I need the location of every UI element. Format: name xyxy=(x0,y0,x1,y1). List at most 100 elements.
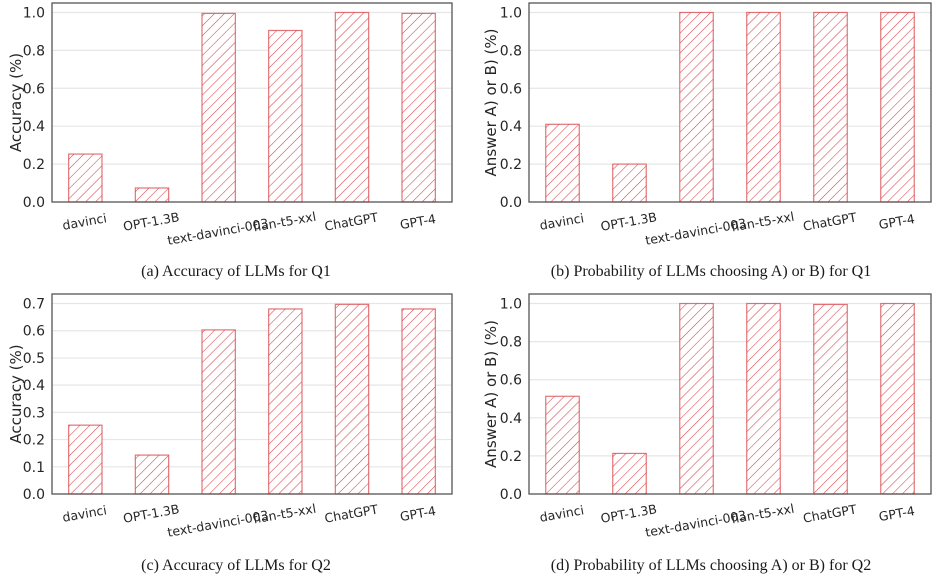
panel-c-accuracy-q2: 0.0 0.1 0.2 0.3 0.4 0.5 0.6 0.7 davinci OPT-1.3B… xyxy=(7,293,453,574)
y-tick-label: 0.3 xyxy=(23,405,45,421)
panel-a-accuracy-q1: 0.0 0.2 0.4 0.6 0.8 1.0 davinci OPT-1.3Btext-d… xyxy=(7,2,453,280)
bar-davinci xyxy=(68,424,103,495)
x-tick-label: flan-t5-xxl xyxy=(252,209,317,235)
plot-frame xyxy=(528,293,932,495)
x-tick-label: GPT-4 xyxy=(878,211,916,232)
x-tick-label: ChatGPT xyxy=(323,209,379,233)
y-tick-label: 0.6 xyxy=(23,81,45,97)
x-tick-label: flan-t5-xxl xyxy=(252,501,317,527)
y-tick-label: 0.5 xyxy=(23,351,45,367)
gridlines xyxy=(52,302,452,468)
caption: (d) Probability of LLMs choosing A) or B… xyxy=(551,557,871,574)
x-tick-label: davinci xyxy=(61,502,108,525)
caption: (b) Probability of LLMs choosing A) or B… xyxy=(551,263,871,280)
y-tick-label: 0.2 xyxy=(23,433,45,449)
plot-frame xyxy=(528,2,932,203)
x-tick-label: OPT-1.3B xyxy=(122,209,181,234)
bar-gpt-4 xyxy=(401,12,436,203)
x-tick-label: GPT-4 xyxy=(399,503,437,524)
y-tick-label: 1.0 xyxy=(500,297,522,313)
x-tick-labels: davinci OPT-1.3Btext-davinci-003flan-t5-x… xyxy=(61,501,437,540)
y-tick-labels: 0.0 0.2 0.4 0.6 0.8 1.0 xyxy=(23,5,45,211)
bars xyxy=(545,11,915,203)
y-tick-label: 0.4 xyxy=(23,119,45,135)
plot-frame xyxy=(51,293,453,495)
x-tick-label: ChatGPT xyxy=(802,501,858,525)
y-tick-labels: 0.0 0.2 0.4 0.6 0.8 1.0 xyxy=(500,5,522,211)
bar-text-davinci-003 xyxy=(679,11,714,203)
x-tick-label: flan-t5-xxl xyxy=(730,501,795,527)
gridlines xyxy=(529,11,931,165)
bars xyxy=(68,303,436,495)
bar-opt-1-3b xyxy=(612,163,647,203)
panel-b-answer-ab-q1: 0.00.20.40.60.81.0 davinci OPT-1.3Btext-d… xyxy=(482,2,932,280)
y-tick-label: 0.2 xyxy=(23,157,45,173)
bar-davinci xyxy=(68,153,103,203)
bar-davinci xyxy=(545,123,580,203)
x-tick-label: OPT-1.3B xyxy=(599,209,658,234)
y-tick-label: 0.0 xyxy=(23,487,45,503)
bar-text-davinci-003 xyxy=(679,302,714,495)
y-axis-label: Accuracy (%) xyxy=(7,53,25,152)
y-tick-label: 0.8 xyxy=(500,335,522,351)
x-tick-label: davinci xyxy=(538,502,585,525)
y-axis-label: Answer A) or B) (%) xyxy=(482,320,500,468)
bar-text-davinci-003 xyxy=(201,329,236,495)
bar-chatgpt xyxy=(334,11,370,203)
y-tick-label: 0.0 xyxy=(23,195,45,211)
x-tick-label: OPT-1.3B xyxy=(122,501,181,526)
x-tick-labels: davinci OPT-1.3Btext-davinci-003flan-t5-x… xyxy=(538,209,915,248)
y-tick-label: 0.4 xyxy=(500,119,522,135)
x-tick-label: GPT-4 xyxy=(878,503,916,524)
x-tick-label: davinci xyxy=(538,210,585,233)
y-tick-label: 0.6 xyxy=(23,324,45,340)
bar-flan-t5-xxl xyxy=(268,29,303,203)
bar-gpt-4 xyxy=(880,11,915,203)
gridlines xyxy=(529,302,931,457)
x-tick-labels: davinci OPT-1.3Btext-davinci-003flan-t5-x… xyxy=(61,209,437,248)
y-tick-label: 0.6 xyxy=(500,373,522,389)
bar-opt-1-3b xyxy=(134,187,170,203)
bar-gpt-4 xyxy=(401,308,436,495)
bar-flan-t5-xxl xyxy=(746,302,781,495)
x-tick-label: ChatGPT xyxy=(802,209,858,233)
y-tick-label: 0.6 xyxy=(500,81,522,97)
bars xyxy=(68,11,436,203)
bar-gpt-4 xyxy=(880,302,915,495)
x-tick-label: flan-t5-xxl xyxy=(730,209,795,235)
bar-davinci xyxy=(545,395,580,495)
bar-opt-1-3b xyxy=(612,452,647,495)
y-tick-label: 0.8 xyxy=(23,43,45,59)
bar-chatgpt xyxy=(813,303,848,495)
y-tick-labels: 0.0 0.1 0.2 0.3 0.4 0.5 0.6 0.7 xyxy=(23,297,45,503)
y-tick-label: 0.4 xyxy=(500,411,522,427)
y-tick-labels: 0.0 0.2 0.4 0.6 0.8 1.0 xyxy=(500,297,522,503)
x-tick-label: OPT-1.3B xyxy=(599,501,658,526)
y-tick-label: 0.8 xyxy=(500,43,522,59)
y-tick-label: 0.4 xyxy=(23,378,45,394)
caption: (a) Accuracy of LLMs for Q1 xyxy=(141,263,331,280)
x-tick-label: ChatGPT xyxy=(323,501,379,525)
bar-text-davinci-003 xyxy=(201,12,236,203)
x-tick-labels: davinci OPT-1.3Btext-davinci-003flan-t5-x… xyxy=(538,501,915,540)
caption: (c) Accuracy of LLMs for Q2 xyxy=(141,557,331,574)
y-tick-label: 1.0 xyxy=(23,5,45,21)
bars xyxy=(545,302,915,495)
y-tick-label: 0.2 xyxy=(500,449,522,465)
x-tick-label: GPT-4 xyxy=(399,211,437,232)
y-tick-label: 0.1 xyxy=(23,460,45,476)
y-tick-label: 0.7 xyxy=(23,297,45,313)
bar-chatgpt xyxy=(813,11,848,203)
y-tick-label: 0.0 xyxy=(500,487,522,503)
y-axis-label: Answer A) or B) (%) xyxy=(482,29,500,177)
bar-flan-t5-xxl xyxy=(746,11,781,203)
gridlines xyxy=(52,11,452,165)
y-tick-label: 0.2 xyxy=(500,157,522,173)
y-axis-label: Accuracy (%) xyxy=(7,344,25,443)
plot-frame xyxy=(51,2,453,203)
y-tick-label: 0.0 xyxy=(500,195,522,211)
bar-flan-t5-xxl xyxy=(268,308,303,495)
panel-d-answer-ab-q2: 0.00.20.40.60.81.0 davinci OPT-1.3Btext-d… xyxy=(482,293,932,574)
y-tick-label: 1.0 xyxy=(500,5,522,21)
